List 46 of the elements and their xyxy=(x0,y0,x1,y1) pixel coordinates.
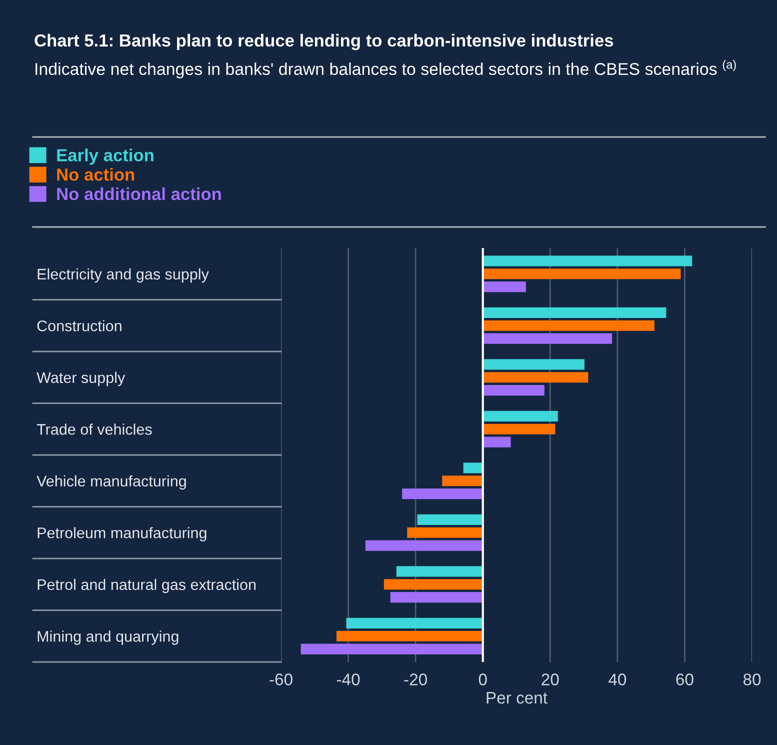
y-tick-label: Electricity and gas supply xyxy=(38,268,209,283)
x-axis-title: Per cent xyxy=(486,692,548,704)
bar xyxy=(482,436,511,448)
bar xyxy=(417,514,484,525)
x-tick-label: -20 xyxy=(404,674,427,686)
bar xyxy=(482,307,666,318)
bar xyxy=(482,385,544,396)
bar xyxy=(396,566,484,577)
x-tick-label: 40 xyxy=(608,674,626,686)
chart-subtitle: Indicative net changes in banks' drawn balances to selected sectors in the CBES scenarios $^{(a)}$ xyxy=(36,60,736,78)
x-tick-label: -60 xyxy=(270,674,292,686)
legend-label: No additional action xyxy=(57,187,221,200)
bar xyxy=(402,488,484,500)
y-tick-label: Petrol and natural gas extraction xyxy=(38,578,256,594)
bar xyxy=(482,333,612,344)
bar xyxy=(482,372,588,383)
bar xyxy=(365,540,484,551)
bar xyxy=(482,282,526,292)
x-tick-label: 0 xyxy=(478,674,487,686)
x-tick-label: 20 xyxy=(542,674,559,686)
y-tick-label: Construction xyxy=(37,320,122,332)
bar xyxy=(442,476,484,486)
bar xyxy=(482,359,584,370)
bar xyxy=(346,618,484,628)
bar xyxy=(463,462,484,474)
bar xyxy=(482,268,681,280)
y-tick-label: Mining and quarrying xyxy=(38,630,178,645)
legend-label: Early action xyxy=(57,148,154,165)
bar xyxy=(384,579,484,590)
bar xyxy=(482,410,558,422)
y-tick-label: Petroleum manufacturing xyxy=(38,527,206,542)
bar xyxy=(482,424,556,434)
bar xyxy=(482,256,692,266)
chart-title: Chart 5.1: Banks plan to reduce lending to carbon-intensive industries xyxy=(34,34,614,50)
bar xyxy=(407,527,484,538)
bar xyxy=(390,592,484,603)
bar xyxy=(482,320,654,331)
x-tick-label: -40 xyxy=(336,674,360,686)
bar xyxy=(300,644,484,654)
bar xyxy=(336,630,484,642)
x-tick-label: 60 xyxy=(676,674,694,686)
y-tick-label: Vehicle manufacturing xyxy=(36,475,186,490)
y-tick-label: Water supply xyxy=(36,372,126,386)
legend-label: No action xyxy=(57,168,134,181)
y-tick-label: Trade of vehicles xyxy=(36,424,152,435)
x-tick-label: 80 xyxy=(743,674,761,686)
